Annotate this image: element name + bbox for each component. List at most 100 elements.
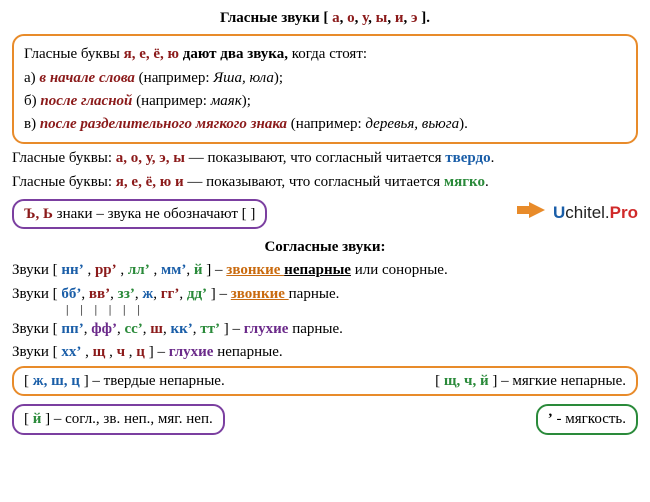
letter: й <box>194 262 203 278</box>
text: ] – <box>207 286 231 302</box>
title-prefix: Гласные звуки [ <box>220 10 332 26</box>
soft-unpaired: [ щ, ч, й ] – мягкие непарные. <box>435 371 626 391</box>
logo-pro: Pro <box>610 203 638 222</box>
hard-soft-unpaired-box: [ ж, ш, ц ] – твердые непарные. [ щ, ч, … <box>12 366 638 396</box>
sep: , <box>368 10 376 26</box>
text: [ <box>24 411 33 427</box>
voiced-label: звонкие <box>226 262 284 278</box>
text: . <box>336 286 340 302</box>
letter: ж <box>142 286 153 302</box>
rule-c-em: после разделительного мягкого знака <box>40 116 287 132</box>
letter: ч <box>117 344 125 360</box>
letter: ш <box>150 321 163 337</box>
signs-text: знаки – звука не обозначают [ ] <box>53 206 255 222</box>
text: (например: <box>132 93 210 109</box>
text: ] – <box>203 262 227 278</box>
title-suffix: ]. <box>417 10 430 26</box>
signs: Ъ, Ь <box>24 206 53 222</box>
pair: фф’ <box>91 321 117 337</box>
text: [ <box>435 373 444 389</box>
pair: пп’ <box>61 321 83 337</box>
text: Гласные буквы <box>24 46 124 62</box>
pair: зз’ <box>118 286 135 302</box>
page-title: Гласные звуки [ а, о, у, ы, и, э ]. <box>12 8 638 28</box>
y-summary-box: [ й ] – согл., зв. неп., мяг. неп. <box>12 404 225 434</box>
paired-label: парные <box>289 286 336 302</box>
rule-a-em: в начале слова <box>39 70 135 86</box>
text: в) <box>24 116 40 132</box>
iotated-letters: я, е, ё, ю <box>124 46 179 62</box>
softness-legend-box: ’ - мягкость. <box>536 404 638 434</box>
text: Гласные буквы: <box>12 174 116 190</box>
pair: рр’ <box>95 262 117 278</box>
pair: гг’ <box>161 286 180 302</box>
logo-u: U <box>553 203 565 222</box>
text: когда стоят: <box>292 46 367 62</box>
text: (например: <box>135 70 213 86</box>
vowel-a: а <box>332 10 340 26</box>
rule-c-example: деревья, вьюга <box>365 116 459 132</box>
text: ] – <box>145 344 169 360</box>
vowel-o: о <box>347 10 355 26</box>
uchitel-logo: Uchitel.Pro <box>529 202 638 225</box>
voiced-paired-row: Звуки [ бб’, вв’, зз’, ж, гг’, дд’ ] – з… <box>12 284 638 304</box>
hard-unpaired: [ ж, ш, ц ] – твердые непарные. <box>24 371 225 391</box>
vowel-rules-box: Гласные буквы я, е, ё, ю дают два звука,… <box>12 34 638 144</box>
rule-intro: Гласные буквы я, е, ё, ю дают два звука,… <box>24 44 626 64</box>
signs-box: Ъ, Ь знаки – звука не обозначают [ ] <box>12 199 267 229</box>
sep: , <box>355 10 363 26</box>
text: . <box>485 174 489 190</box>
paired-label: парные. <box>292 321 343 337</box>
text: (например: <box>287 116 365 132</box>
y-summary-text: ] – согл., зв. неп., мяг. неп. <box>41 411 212 427</box>
text: а) <box>24 70 39 86</box>
text: . <box>491 150 495 166</box>
pairing-connectors: | | | | | | <box>64 303 638 318</box>
voiceless-label: глухие <box>244 321 293 337</box>
text: ); <box>274 70 283 86</box>
pair: хх’ <box>61 344 81 360</box>
sep: , <box>387 10 395 26</box>
soft-vowels: я, е, ё, ю и <box>116 174 184 190</box>
sonorant-row: Звуки [ нн’ , рр’ , лл’ , мм’, й ] – зво… <box>12 260 638 280</box>
text: дают два звука, <box>179 46 292 62</box>
hard-unpaired-letters: ж, ш, ц <box>33 373 80 389</box>
letter: ц <box>136 344 145 360</box>
voiceless-label: глухие <box>169 344 218 360</box>
consonants-title: Согласные звуки: <box>12 237 638 257</box>
rule-c: в) после разделительного мягкого знака (… <box>24 114 626 134</box>
text: б) <box>24 93 40 109</box>
pair: вв’ <box>89 286 110 302</box>
pair: дд’ <box>187 286 207 302</box>
vowel-y: ы <box>376 10 388 26</box>
pair: сс’ <box>124 321 142 337</box>
arrow-icon <box>529 202 545 218</box>
pair: тт’ <box>200 321 220 337</box>
text: Звуки [ <box>12 344 61 360</box>
hard-consonant-rule: Гласные буквы: а, о, у, э, ы — показываю… <box>12 148 638 168</box>
text: ] – <box>220 321 244 337</box>
pair: кк’ <box>170 321 192 337</box>
sep: , <box>340 10 348 26</box>
softness-text: - мягкость. <box>553 411 626 427</box>
text: [ <box>24 373 33 389</box>
rule-b-example: маяк <box>211 93 242 109</box>
hard-vowels: а, о, у, э, ы <box>116 150 185 166</box>
text: ] – мягкие непарные. <box>489 373 626 389</box>
voiceless-unpaired-row: Звуки [ хх’ , щ , ч , ц ] – глухие непар… <box>12 342 638 362</box>
voiced-label: звонкие <box>231 286 289 302</box>
unpaired-label: непарные. <box>217 344 282 360</box>
logo-chitel: chitel. <box>565 203 609 222</box>
unpaired-label: непарные <box>284 262 351 278</box>
text: Звуки [ <box>12 286 61 302</box>
rule-a: а) в начале слова (например: Яша, юла); <box>24 68 626 88</box>
text: Звуки [ <box>12 262 61 278</box>
pair: бб’ <box>61 286 81 302</box>
rule-b-em: после гласной <box>40 93 132 109</box>
sep: , <box>403 10 411 26</box>
text: Звуки [ <box>12 321 61 337</box>
text: — показывают, что согласный читается <box>184 174 444 190</box>
hard-label: твердо <box>445 150 490 166</box>
text: — показывают, что согласный читается <box>185 150 445 166</box>
voiceless-paired-row: Звуки [ пп’, фф’, сс’, ш, кк’, тт’ ] – г… <box>12 319 638 339</box>
